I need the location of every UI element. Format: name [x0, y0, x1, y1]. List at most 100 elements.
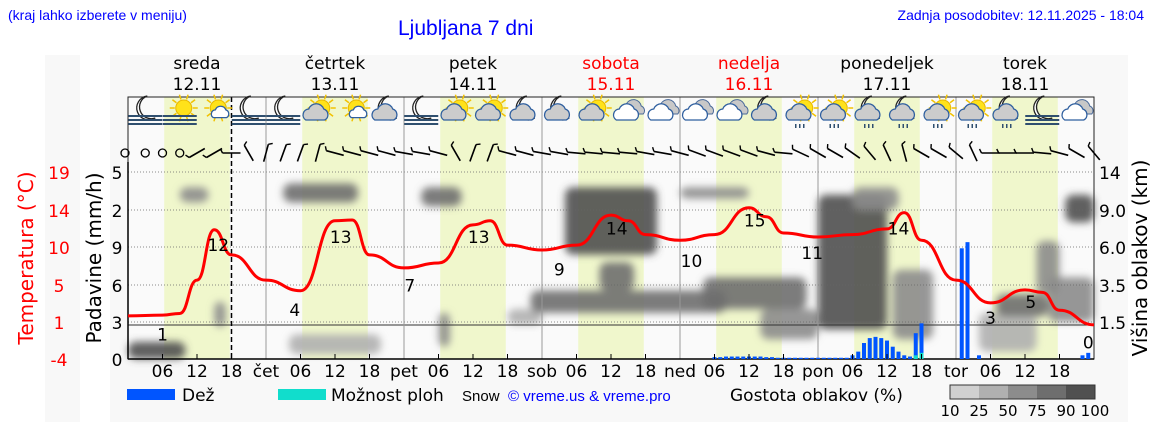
- sun-ray: [454, 94, 458, 100]
- cloud-density-swatch: [1037, 385, 1066, 399]
- barb-staff: [498, 149, 517, 157]
- sun-ray: [937, 94, 941, 100]
- barb-staff: [206, 147, 223, 159]
- rain-bar: [816, 357, 820, 359]
- x-day-tick: sob: [527, 362, 557, 382]
- wind-barb-icon: [930, 143, 947, 159]
- cloud: [474, 103, 502, 121]
- barb-staff: [532, 150, 552, 156]
- barb-tick: [844, 143, 847, 148]
- sun-ray: [846, 112, 852, 117]
- copyright-link[interactable]: © vreme.us & vreme.pro: [508, 388, 671, 405]
- x-day-tick: pon: [802, 362, 834, 382]
- sun-ray: [328, 99, 334, 104]
- wind-barb-icon: [428, 146, 448, 157]
- sun-ray: [447, 99, 453, 104]
- barb-staff: [757, 149, 776, 157]
- rain-bar: [879, 338, 884, 359]
- rain-bar: [827, 357, 832, 359]
- x-hour-tick: 12: [600, 362, 622, 382]
- wind-barb-icon: [359, 146, 379, 157]
- barb-tick: [548, 146, 552, 152]
- wind-barb-icon: [1030, 147, 1052, 155]
- sun-ray: [501, 99, 507, 104]
- wind-barb-icon: [722, 145, 741, 157]
- wind-barb-icon: [599, 147, 621, 155]
- cloud-height-tick: 6.0: [1099, 239, 1126, 259]
- cloud-cover-mark: [438, 312, 450, 347]
- rain-bar: [919, 323, 924, 359]
- wind-barb-icon: [948, 142, 964, 160]
- barb-tick: [651, 146, 655, 152]
- wind-barb-icon: [219, 148, 241, 154]
- moon: [136, 95, 156, 121]
- barb-tick: [303, 143, 309, 146]
- temperature-tick: 1: [54, 314, 65, 334]
- wind-barb-icon: [739, 145, 758, 157]
- rain-bar: [839, 357, 843, 359]
- sun-cloud-rain-icon: [819, 94, 854, 128]
- barb-tick: [1087, 141, 1091, 147]
- rain-bar: [833, 357, 838, 359]
- cloud-height-axis-title: Višina oblakov (km): [1128, 160, 1152, 357]
- rain-bar: [718, 357, 723, 359]
- rain-bar: [913, 333, 918, 359]
- showers-bar: [913, 355, 918, 359]
- cloud-height-tick: 3.5: [1099, 277, 1126, 297]
- cloud-cover-mark: [530, 290, 726, 313]
- x-hour-tick: 06: [704, 362, 726, 382]
- precipitation-tick: 9: [112, 239, 123, 259]
- temperature-label: 9: [554, 260, 565, 280]
- temperature-tick: 10: [48, 239, 70, 259]
- moon-cloud-rain-icon: [854, 95, 881, 128]
- barb-staff: [653, 150, 672, 156]
- cloud-cover-mark: [760, 309, 818, 340]
- temperature-tick: 14: [48, 202, 70, 222]
- temperature-tick: -4: [51, 351, 68, 371]
- wind-barb-icon: [704, 145, 724, 157]
- cloud: [716, 103, 743, 121]
- daylight-band: [440, 97, 506, 359]
- barb-staff: [343, 149, 362, 157]
- moon-cloud-rain-icon: [992, 95, 1019, 128]
- cloud-density-level: 25: [969, 402, 988, 420]
- cloud: [647, 103, 674, 121]
- cloud-density-frame: [949, 384, 1096, 400]
- barb-tick: [475, 143, 481, 146]
- wind-barb-icon: [616, 147, 638, 155]
- wind-calm-icon: [120, 148, 130, 158]
- barb-staff: [469, 144, 477, 162]
- cloud-density-level: 10: [940, 402, 959, 420]
- barb-tick: [497, 146, 500, 151]
- barb-staff: [279, 144, 288, 162]
- day-name: ponedeljek: [840, 54, 934, 74]
- wind-barb-icon: [450, 141, 461, 162]
- barb-tick: [359, 146, 362, 151]
- x-hour-tick: 18: [221, 362, 243, 382]
- barb-tick: [948, 142, 951, 148]
- barb-staff: [688, 149, 706, 157]
- x-hour-tick: 06: [842, 362, 864, 382]
- wind-barb-icon: [279, 143, 291, 162]
- region-hint-link[interactable]: (kraj lahko izberete v meniju): [8, 7, 187, 23]
- sun-ray: [351, 94, 355, 100]
- barb-staff: [792, 148, 810, 158]
- barb-staff: [550, 150, 569, 156]
- rain-bar: [896, 351, 901, 359]
- sun-ray: [190, 99, 196, 104]
- wind-barb-icon: [548, 146, 569, 156]
- temperature-label: 14: [888, 220, 910, 240]
- left-panel: [45, 55, 80, 422]
- barb-tick: [243, 141, 248, 146]
- barb-tick: [826, 143, 829, 149]
- barb-staff: [827, 147, 844, 159]
- sun-ray: [466, 112, 472, 117]
- rain-bar: [810, 357, 815, 359]
- barb-tick: [514, 146, 517, 151]
- x-hour-tick: 18: [911, 362, 933, 382]
- cloud-density-swatch: [1008, 385, 1037, 399]
- cloudy-icon: [612, 99, 645, 121]
- sun-ray: [323, 94, 327, 100]
- sun-ray: [979, 94, 983, 100]
- x-hour-tick: 06: [290, 362, 312, 382]
